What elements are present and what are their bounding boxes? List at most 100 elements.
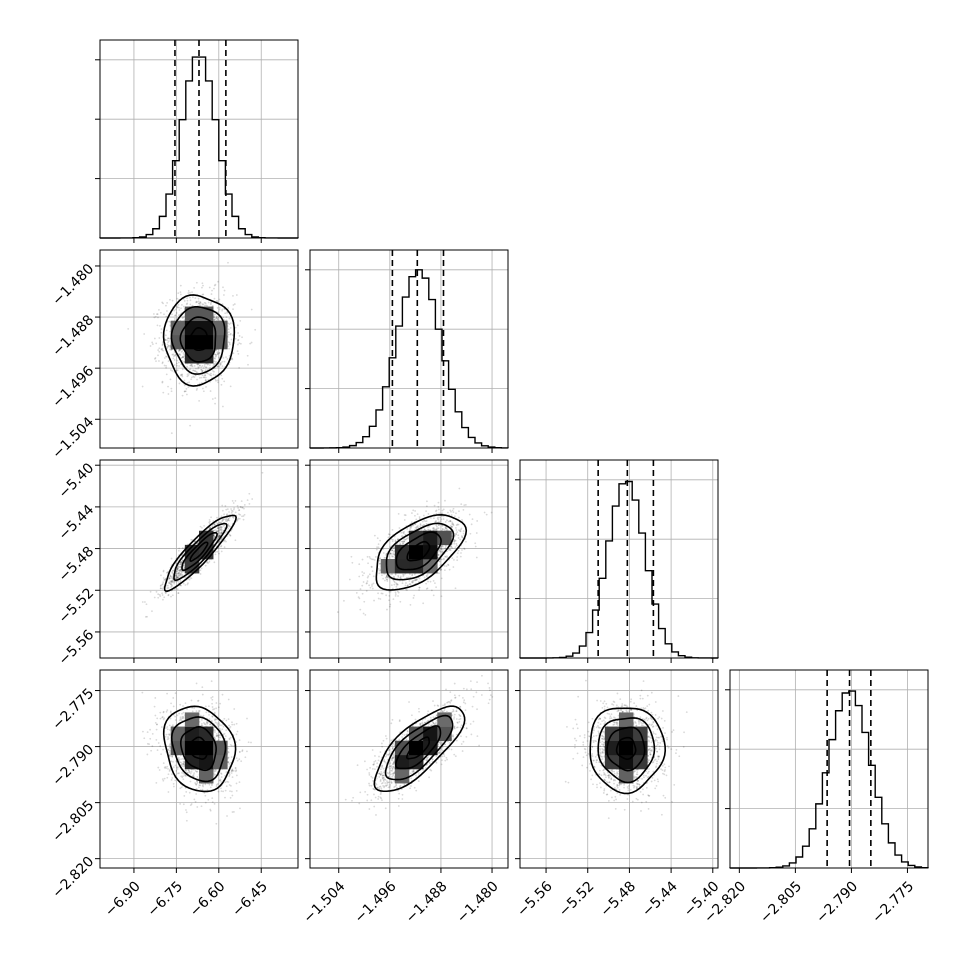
sample-point <box>220 515 223 518</box>
sample-point <box>444 555 447 558</box>
sample-point <box>164 338 167 341</box>
sample-point <box>191 365 194 368</box>
hist-panel-2 <box>515 459 719 663</box>
sample-point <box>451 525 454 528</box>
sample-point <box>243 504 246 506</box>
sample-point <box>213 316 215 318</box>
sample-point <box>219 362 221 365</box>
sample-point <box>439 516 441 519</box>
sample-point <box>227 524 230 527</box>
sample-point <box>226 513 229 516</box>
sample-point <box>411 512 413 514</box>
sample-point <box>405 538 407 541</box>
sample-point <box>217 790 220 793</box>
sample-point <box>215 316 218 319</box>
histogram-series-1 <box>309 269 509 449</box>
sample-point <box>237 338 240 341</box>
sample-point <box>462 509 465 511</box>
sample-point <box>435 586 437 589</box>
sample-point <box>167 393 170 395</box>
sample-point <box>216 379 219 382</box>
sample-point <box>428 525 430 528</box>
sample-point <box>177 576 179 579</box>
sample-point <box>168 577 171 580</box>
sample-point <box>186 375 189 378</box>
sample-point <box>383 557 386 559</box>
sample-point <box>167 360 170 363</box>
sample-point <box>222 356 225 359</box>
sample-point <box>162 570 165 573</box>
sample-point <box>179 568 182 571</box>
sample-point <box>359 608 362 611</box>
sample-point <box>211 698 214 701</box>
sample-point <box>176 576 179 579</box>
sample-point <box>371 583 374 586</box>
sample-point <box>166 728 169 731</box>
sample-point <box>427 580 429 583</box>
sample-point <box>425 522 428 525</box>
sample-point <box>213 770 216 773</box>
sample-point <box>213 523 216 526</box>
sample-point <box>141 601 144 603</box>
sample-point <box>162 577 165 579</box>
sample-point <box>373 559 376 561</box>
sample-point <box>432 527 434 530</box>
sample-point <box>229 796 232 799</box>
sample-point <box>443 564 446 567</box>
sample-point <box>183 390 186 393</box>
sample-point <box>437 553 440 556</box>
sample-point <box>441 515 443 518</box>
sample-point <box>186 297 188 299</box>
sample-point <box>227 757 230 759</box>
sample-point <box>227 261 229 264</box>
sample-point <box>177 349 180 352</box>
sample-point <box>215 348 217 351</box>
sample-point <box>173 588 176 591</box>
sample-point <box>416 513 419 516</box>
sample-point <box>162 779 165 782</box>
sample-point <box>164 727 167 730</box>
sample-point <box>350 555 353 558</box>
sample-point <box>220 383 223 386</box>
sample-point <box>167 345 170 347</box>
sample-point <box>214 529 217 531</box>
sample-point <box>231 769 234 772</box>
sample-point <box>195 682 198 685</box>
sample-point <box>458 510 460 513</box>
sample-point <box>177 549 180 552</box>
sample-point <box>416 578 419 581</box>
sample-point <box>186 365 188 368</box>
sample-point <box>410 525 412 528</box>
sample-point <box>165 373 168 376</box>
sample-point <box>221 519 224 522</box>
sample-point <box>151 745 154 748</box>
sample-point <box>248 492 251 495</box>
sample-point <box>229 736 232 739</box>
sample-point <box>182 356 185 359</box>
sample-point <box>225 540 227 543</box>
sample-point <box>425 582 428 585</box>
sample-point <box>155 590 158 593</box>
sample-point <box>220 521 223 524</box>
sample-point <box>220 773 223 775</box>
sample-point <box>211 398 214 400</box>
sample-point <box>441 527 444 530</box>
sample-point <box>197 297 200 300</box>
sample-point <box>236 504 239 507</box>
sample-point <box>456 531 459 534</box>
sample-point <box>204 801 207 804</box>
sample-point <box>213 523 216 526</box>
sample-point <box>455 524 458 527</box>
sample-point <box>175 580 177 583</box>
sample-point <box>444 547 447 550</box>
sample-point <box>385 576 388 579</box>
sample-point <box>435 520 437 522</box>
sample-point <box>154 697 157 699</box>
sample-point <box>448 548 450 551</box>
sample-point <box>170 595 172 598</box>
sample-point <box>169 582 171 584</box>
sample-point <box>177 574 179 577</box>
sample-point <box>179 563 182 566</box>
sample-point <box>229 525 231 528</box>
sample-point <box>162 569 165 572</box>
